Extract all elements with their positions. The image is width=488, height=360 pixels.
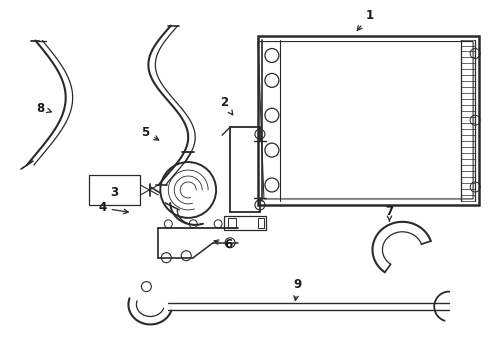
Text: 5: 5 xyxy=(141,126,159,140)
Text: 3: 3 xyxy=(110,186,118,199)
Text: 8: 8 xyxy=(37,102,51,115)
Text: 1: 1 xyxy=(357,9,373,30)
Text: 2: 2 xyxy=(220,96,232,115)
Text: 9: 9 xyxy=(293,278,301,300)
Text: 6: 6 xyxy=(214,238,232,251)
Text: 4: 4 xyxy=(98,201,128,215)
Text: 7: 7 xyxy=(385,205,393,221)
